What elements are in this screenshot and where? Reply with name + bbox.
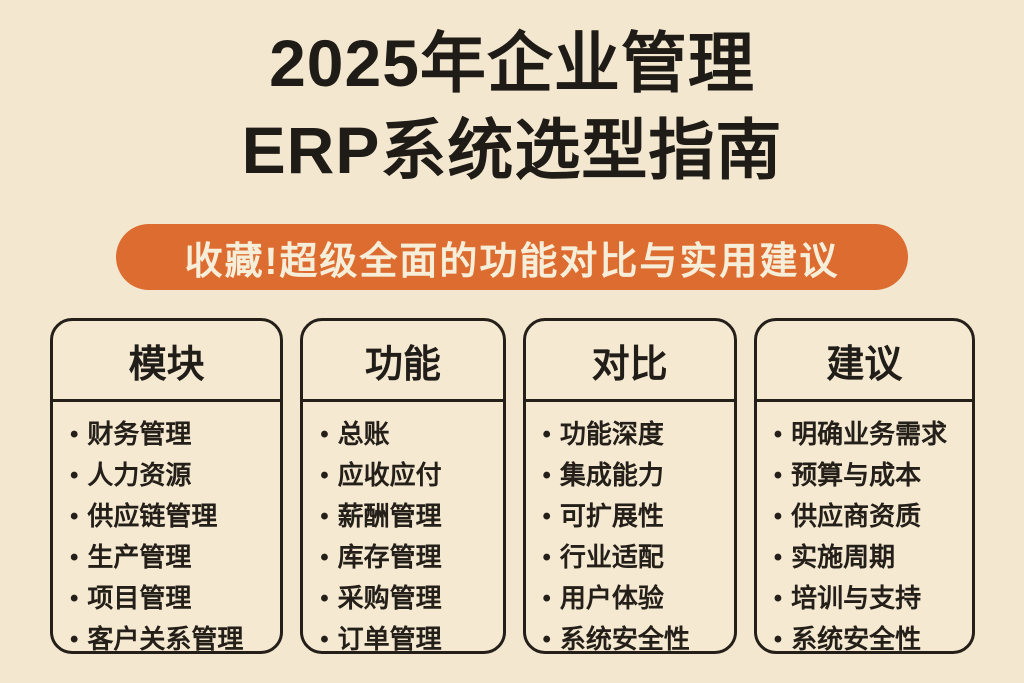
list-item: • 可扩展性	[543, 496, 726, 537]
list-item-label: 项目管理	[87, 583, 192, 613]
list-item-label: 预算与成本	[791, 460, 922, 490]
bullet-icon: •	[70, 503, 79, 530]
bullet-icon: •	[542, 503, 551, 530]
bullet-icon: •	[70, 421, 79, 448]
list-item: • 系统安全性	[773, 619, 964, 654]
bullet-icon: •	[542, 626, 551, 653]
list-item-label: 薪酬管理	[337, 501, 442, 531]
list-item: • 行业适配	[543, 537, 726, 578]
bullet-icon: •	[320, 421, 329, 448]
list-item: • 培训与支持	[774, 578, 964, 619]
bullet-icon: •	[773, 626, 783, 653]
list-item: • 系统安全性	[542, 619, 726, 654]
list-item: • 实施周期	[774, 537, 964, 578]
list-item: • 总账	[320, 414, 494, 455]
page-title-line1: 2025年企业管理	[269, 26, 755, 100]
list-item-label: 供应链管理	[87, 501, 218, 531]
list-item: • 薪酬管理	[320, 496, 494, 537]
card-functions: 功能 • 总账 • 应收应付 • 薪酬管理 • 库存管理 • 采购管理 • 订单管理	[300, 318, 506, 654]
list-item: • 明确业务需求	[774, 414, 964, 455]
list-item-label: 客户关系管理	[87, 624, 244, 654]
card-list: • 总账 • 应收应付 • 薪酬管理 • 库存管理 • 采购管理 • 订单管理	[303, 414, 502, 654]
list-item-label: 采购管理	[337, 583, 442, 613]
list-item-label: 明确业务需求	[791, 419, 948, 449]
bullet-icon: •	[320, 503, 329, 530]
list-item: • 预算与成本	[774, 455, 964, 496]
bullet-icon: •	[773, 462, 783, 489]
page-title: 2025年企业管理 ERP系统选型指南	[0, 0, 1024, 194]
card-list: • 明确业务需求 • 预算与成本 • 供应商资质 • 实施周期 • 培训与支持 • 系统安全…	[757, 414, 972, 654]
list-item-label: 供应商资质	[791, 501, 922, 531]
list-item: • 人力资源	[70, 455, 272, 496]
list-item: • 项目管理	[70, 578, 272, 619]
list-item: • 集成能力	[543, 455, 726, 496]
list-item: • 功能深度	[543, 414, 726, 455]
bullet-icon: •	[542, 585, 551, 612]
bullet-icon: •	[542, 544, 551, 571]
list-item-label: 系统安全性	[791, 624, 922, 654]
bullet-icon: •	[542, 462, 551, 489]
bullet-icon: •	[773, 585, 783, 612]
list-item: • 财务管理	[70, 414, 272, 455]
bullet-icon: •	[70, 462, 79, 489]
card-header: 建议	[756, 321, 972, 402]
card-modules: 模块 • 财务管理 • 人力资源 • 供应链管理 • 生产管理 • 项目管理 • 客户关系管…	[50, 318, 284, 654]
list-item: • 客户关系管理	[70, 619, 272, 654]
bullet-icon: •	[320, 585, 329, 612]
card-list: • 功能深度 • 集成能力 • 可扩展性 • 行业适配 • 用户体验 • 系统安全性	[526, 414, 734, 654]
bullet-icon: •	[542, 421, 551, 448]
list-item-label: 行业适配	[559, 542, 664, 572]
highlight-banner: 收藏!超级全面的功能对比与实用建议	[116, 224, 908, 290]
card-suggestions: 建议 • 明确业务需求 • 预算与成本 • 供应商资质 • 实施周期 • 培训与支持 • 系…	[753, 318, 975, 654]
bullet-icon: •	[70, 544, 79, 571]
list-item-label: 生产管理	[87, 542, 192, 572]
list-item-label: 可扩展性	[559, 501, 664, 531]
page-title-line2: ERP系统选型指南	[241, 113, 783, 187]
bullet-icon: •	[773, 544, 783, 571]
banner-text: 收藏!超级全面的功能对比与实用建议	[184, 240, 840, 283]
card-list: • 财务管理 • 人力资源 • 供应链管理 • 生产管理 • 项目管理 • 客户关系管理	[53, 414, 280, 654]
list-item: • 供应商资质	[774, 496, 964, 537]
list-item: • 生产管理	[70, 537, 272, 578]
cards-row: 模块 • 财务管理 • 人力资源 • 供应链管理 • 生产管理 • 项目管理 • 客户关系管…	[50, 318, 975, 654]
bullet-icon: •	[70, 626, 79, 653]
card-comparison: 对比 • 功能深度 • 集成能力 • 可扩展性 • 行业适配 • 用户体验 • 系统安全性	[522, 318, 737, 654]
list-item-label: 总账	[337, 419, 390, 449]
list-item: • 应收应付	[320, 455, 494, 496]
list-item-label: 系统安全性	[559, 624, 690, 654]
bullet-icon: •	[320, 462, 329, 489]
card-header: 功能	[303, 321, 503, 402]
list-item-label: 用户体验	[559, 583, 664, 613]
list-item-label: 培训与支持	[791, 583, 922, 613]
list-item-label: 应收应付	[337, 460, 442, 490]
list-item: • 供应链管理	[70, 496, 272, 537]
list-item-label: 库存管理	[337, 542, 442, 572]
list-item: • 库存管理	[320, 537, 494, 578]
list-item: • 采购管理	[320, 578, 494, 619]
list-item: • 用户体验	[543, 578, 726, 619]
list-item-label: 订单管理	[337, 624, 442, 654]
list-item-label: 财务管理	[87, 419, 192, 449]
bullet-icon: •	[773, 503, 783, 530]
card-header: 对比	[525, 321, 734, 402]
bullet-icon: •	[320, 626, 329, 653]
list-item-label: 实施周期	[791, 542, 896, 572]
list-item: • 订单管理	[320, 619, 494, 654]
list-item-label: 人力资源	[87, 460, 192, 490]
card-header: 模块	[53, 321, 281, 402]
list-item-label: 集成能力	[559, 460, 664, 490]
list-item-label: 功能深度	[559, 419, 664, 449]
bullet-icon: •	[70, 585, 79, 612]
bullet-icon: •	[773, 421, 783, 448]
bullet-icon: •	[320, 544, 329, 571]
